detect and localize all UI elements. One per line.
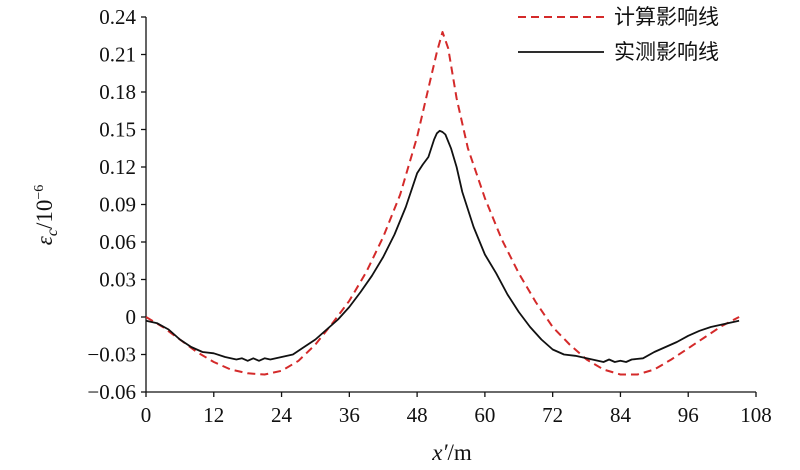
legend-label-measured: 实测影响线 (614, 40, 719, 64)
x-tick-label: 36 (339, 403, 360, 427)
y-ticks: −0.06 −0.03 0 0.03 0.06 0.09 0.12 0.15 0.18 0.21 0… (87, 5, 146, 404)
x-tick-label: 24 (271, 403, 293, 427)
x-tick-label: 60 (474, 403, 495, 427)
y-tick-label: 0.24 (99, 5, 136, 29)
y-tick-label: −0.06 (87, 380, 136, 404)
y-axis-title-exp: −6 (32, 185, 47, 200)
x-axis-title: x′/m (431, 440, 472, 465)
y-tick-label: 0.15 (99, 118, 136, 142)
x-tick-label: 72 (542, 403, 563, 427)
x-tick-label: 96 (678, 403, 699, 427)
y-tick-label: 0.03 (99, 268, 136, 292)
legend: 计算影响线 实测影响线 (518, 5, 719, 64)
x-ticks: 0 12 24 36 48 60 72 84 96 108 (141, 392, 772, 427)
y-axis-title-unit: /10 (32, 200, 57, 229)
x-axis-title-var: x′ (431, 440, 448, 465)
axes (145, 17, 756, 393)
series-line-calculated (145, 31, 740, 376)
y-tick-label: 0.09 (99, 193, 136, 217)
series-line-measured (145, 129, 740, 363)
y-axis-title-sub: c (44, 229, 61, 236)
y-axis-title-var: ε (32, 235, 57, 245)
y-tick-label: 0.18 (99, 80, 136, 104)
series-layer (145, 31, 740, 376)
y-tick-label: 0.06 (99, 230, 136, 254)
y-tick-label: −0.03 (87, 343, 136, 367)
x-tick-label: 108 (740, 403, 772, 427)
legend-label-calculated: 计算影响线 (614, 5, 719, 29)
x-axis-title-unit: /m (447, 440, 471, 465)
y-tick-label: 0 (126, 305, 137, 329)
x-tick-label: 48 (407, 403, 428, 427)
x-tick-label: 84 (610, 403, 632, 427)
y-axis-title: εc/10−6 (32, 185, 61, 245)
x-tick-label: 0 (141, 403, 152, 427)
y-tick-label: 0.21 (99, 43, 136, 67)
y-tick-label: 0.12 (99, 155, 136, 179)
x-tick-label: 12 (203, 403, 224, 427)
